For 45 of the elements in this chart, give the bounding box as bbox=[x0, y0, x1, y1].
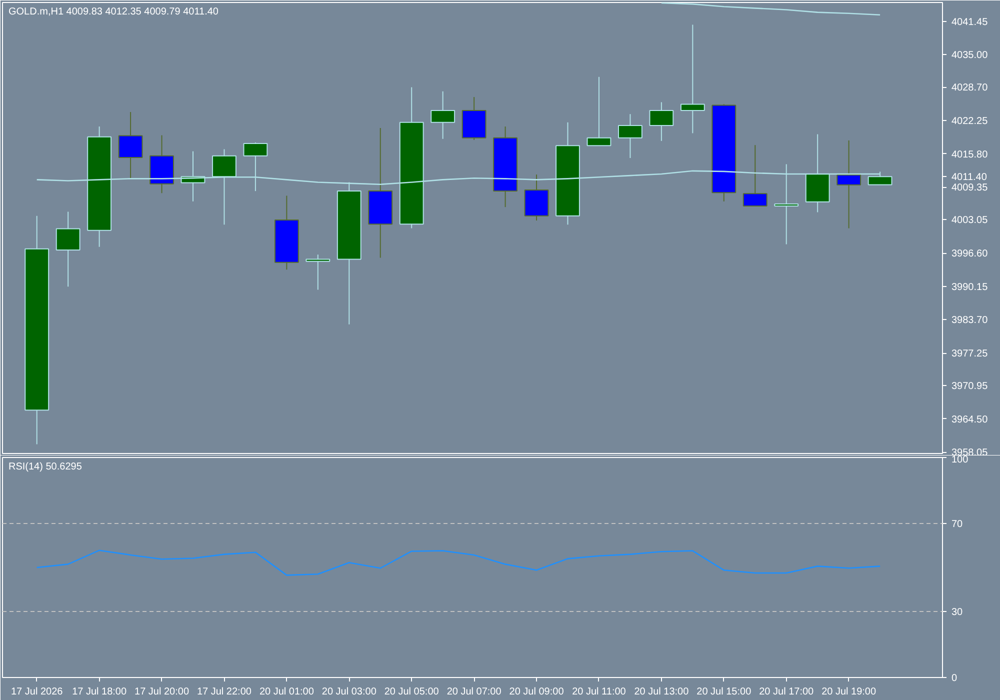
x-tick-label: 20 Jul 15:00 bbox=[696, 686, 752, 698]
y-tick-label: 4041.45 bbox=[952, 16, 988, 28]
x-tick-label: 20 Jul 05:00 bbox=[384, 686, 440, 698]
x-tick-label: 17 Jul 2026 bbox=[11, 686, 64, 698]
x-tick-label: 17 Jul 18:00 bbox=[72, 686, 127, 698]
x-tick-label: 17 Jul 22:00 bbox=[196, 686, 252, 698]
x-tick-label: 20 Jul 07:00 bbox=[446, 686, 502, 698]
candlestick bbox=[649, 102, 674, 142]
y-tick-label: 3996.60 bbox=[952, 248, 988, 260]
x-tick-label: 20 Jul 03:00 bbox=[322, 686, 377, 698]
candlestick bbox=[680, 24, 705, 134]
y-tick-label: 3977.25 bbox=[952, 348, 988, 360]
y-tick-label: 3964.50 bbox=[952, 414, 988, 426]
y-tick-label: 30 bbox=[952, 607, 964, 618]
chart-title: RSI(14) 50.6295 bbox=[8, 462, 82, 472]
candlestick bbox=[56, 211, 80, 288]
x-tick-label: 20 Jul 11:00 bbox=[572, 686, 626, 698]
y-tick-label: 4009.35 bbox=[952, 182, 988, 194]
candlestick bbox=[430, 90, 456, 140]
chart-title: GOLD.m,H1 4009.83 4012.35 4009.79 4011.40 bbox=[8, 6, 219, 18]
candlestick bbox=[618, 114, 642, 158]
y-tick-label: 0 bbox=[952, 673, 958, 684]
y-tick-label: 4011.40 bbox=[952, 172, 988, 184]
y-tick-label: 4028.70 bbox=[952, 82, 988, 94]
y-tick-label: 3970.95 bbox=[952, 381, 988, 392]
y-tick-label: 4015.80 bbox=[952, 149, 988, 160]
x-tick-label: 20 Jul 09:00 bbox=[509, 686, 564, 698]
line-series bbox=[36, 550, 881, 576]
candlestick bbox=[118, 112, 143, 180]
candlestick bbox=[742, 144, 768, 207]
y-tick-label: 3990.15 bbox=[952, 282, 988, 293]
x-tick-label: 20 Jul 13:00 bbox=[634, 686, 690, 698]
candlestick bbox=[836, 140, 862, 229]
line-series bbox=[660, 2, 881, 16]
x-tick-label: 20 Jul 17:00 bbox=[759, 686, 814, 698]
y-tick-label: 3983.70 bbox=[952, 315, 988, 326]
y-tick-label: 4003.05 bbox=[952, 215, 988, 226]
y-tick-label: 4035.00 bbox=[952, 50, 988, 62]
x-tick-label: 20 Jul 01:00 bbox=[259, 686, 314, 698]
candlestick bbox=[586, 76, 612, 146]
y-tick-label: 70 bbox=[952, 519, 964, 530]
x-tick-label: 17 Jul 20:00 bbox=[134, 686, 190, 698]
candlestick bbox=[306, 254, 330, 290]
x-tick-label: 20 Jul 19:00 bbox=[822, 686, 876, 698]
y-tick-label: 4022.25 bbox=[952, 116, 988, 128]
